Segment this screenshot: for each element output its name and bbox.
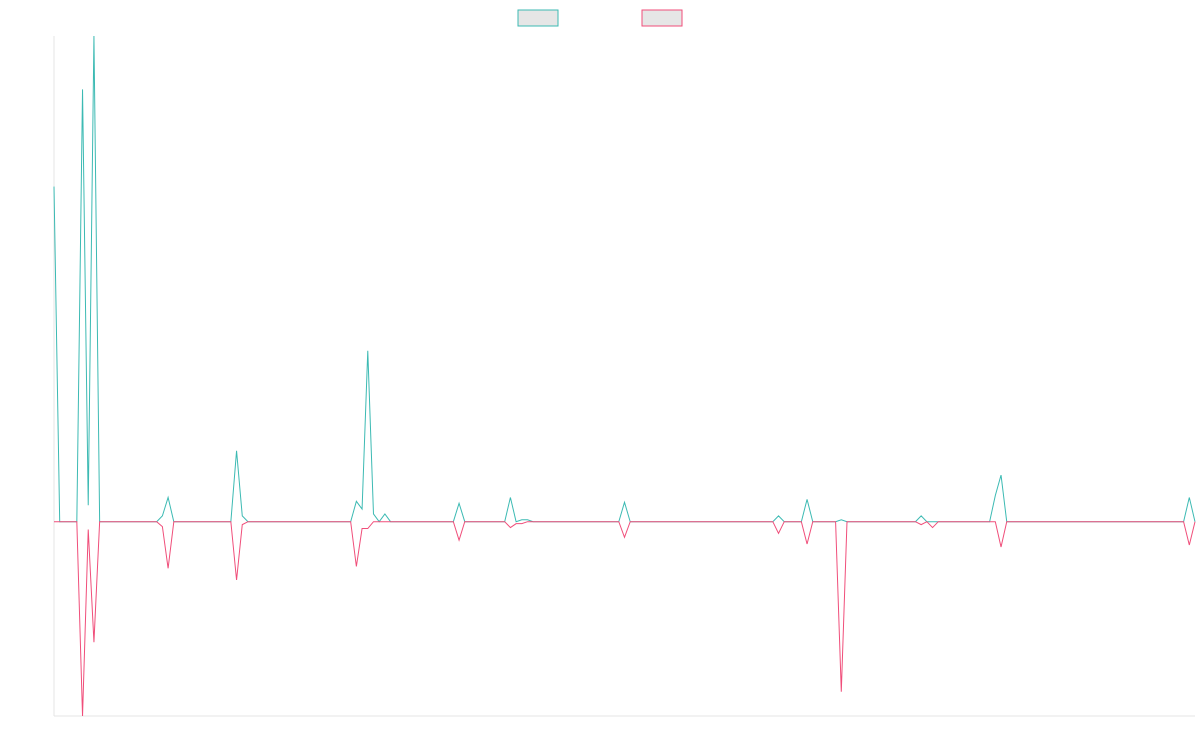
- legend-swatch-2[interactable]: [641, 9, 683, 27]
- series-line-2: [54, 521, 1196, 717]
- legend: [517, 9, 683, 27]
- series-2: [54, 521, 1196, 717]
- plot-area: [53, 35, 1196, 717]
- series-1: [53, 35, 1196, 523]
- series-line-1: [53, 35, 1196, 523]
- axes: [53, 36, 1195, 717]
- legend-swatch-1[interactable]: [517, 9, 559, 27]
